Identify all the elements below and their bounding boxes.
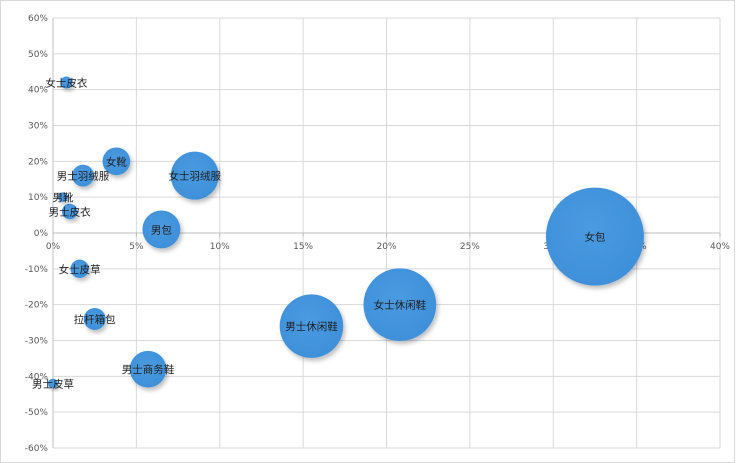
y-tick-label: 40% <box>28 86 48 96</box>
y-tick-label: -20% <box>25 301 49 311</box>
bubble <box>60 76 73 89</box>
tick-labels: 60% 50% 40% 30% 20% 10% 0% -10% -20% -30% -40% -50%… <box>25 14 731 454</box>
y-tick-label: 30% <box>28 122 48 132</box>
bubble <box>102 147 131 176</box>
bubble <box>61 203 78 220</box>
bubble <box>170 151 219 200</box>
bubble-label: 拉杆箱包 <box>74 313 116 326</box>
y-tick-label: 20% <box>28 157 48 167</box>
bubble <box>72 164 94 187</box>
bubble-label: 男士休闲鞋 <box>285 320 338 333</box>
x-tick-label: 5% <box>129 242 144 252</box>
bubble-label: 男士商务鞋 <box>122 363 175 376</box>
y-tick-label: 50% <box>28 50 48 60</box>
x-tick-label: 25% <box>460 242 480 252</box>
bubble <box>48 378 58 389</box>
x-tick-label: 0% <box>46 242 61 252</box>
bubble <box>363 268 437 342</box>
bubble <box>142 210 181 249</box>
y-tick-label: -30% <box>25 337 49 347</box>
bubble <box>545 187 644 286</box>
bubble-label: 男士羽绒服 <box>57 170 110 183</box>
bubble <box>58 192 68 203</box>
bubble-label: 女士羽绒服 <box>168 170 221 183</box>
x-tick-label: 20% <box>376 242 396 252</box>
y-tick-label: 60% <box>28 14 48 24</box>
y-tick-label: 10% <box>28 193 48 203</box>
bubble <box>129 350 167 388</box>
y-tick-label: -40% <box>25 372 49 382</box>
bubble-label: 女士皮草 <box>59 263 101 276</box>
y-tick-label: -10% <box>25 265 49 275</box>
bubble-label: 女士休闲鞋 <box>374 299 427 312</box>
bubble <box>279 294 344 358</box>
y-tick-label: -60% <box>25 444 49 454</box>
bubble-label: 女靴 <box>106 155 127 168</box>
bubble-label: 女士皮衣 <box>45 77 87 90</box>
bubble-label: 女包 <box>584 231 605 244</box>
bubble-label: 男士皮衣 <box>49 206 91 219</box>
x-tick-label: 15% <box>293 242 313 252</box>
bubble-label: 男包 <box>151 223 172 236</box>
y-tick-label: 0% <box>34 229 49 239</box>
bubbles <box>48 76 644 389</box>
bubble-label: 男靴 <box>53 191 74 204</box>
bubble <box>70 259 89 279</box>
bubble-label: 男士皮草 <box>32 378 74 391</box>
bubble <box>83 308 106 330</box>
y-tick-label: -50% <box>25 408 49 418</box>
x-tick-label: 10% <box>210 242 230 252</box>
x-tick-label: 40% <box>710 242 730 252</box>
